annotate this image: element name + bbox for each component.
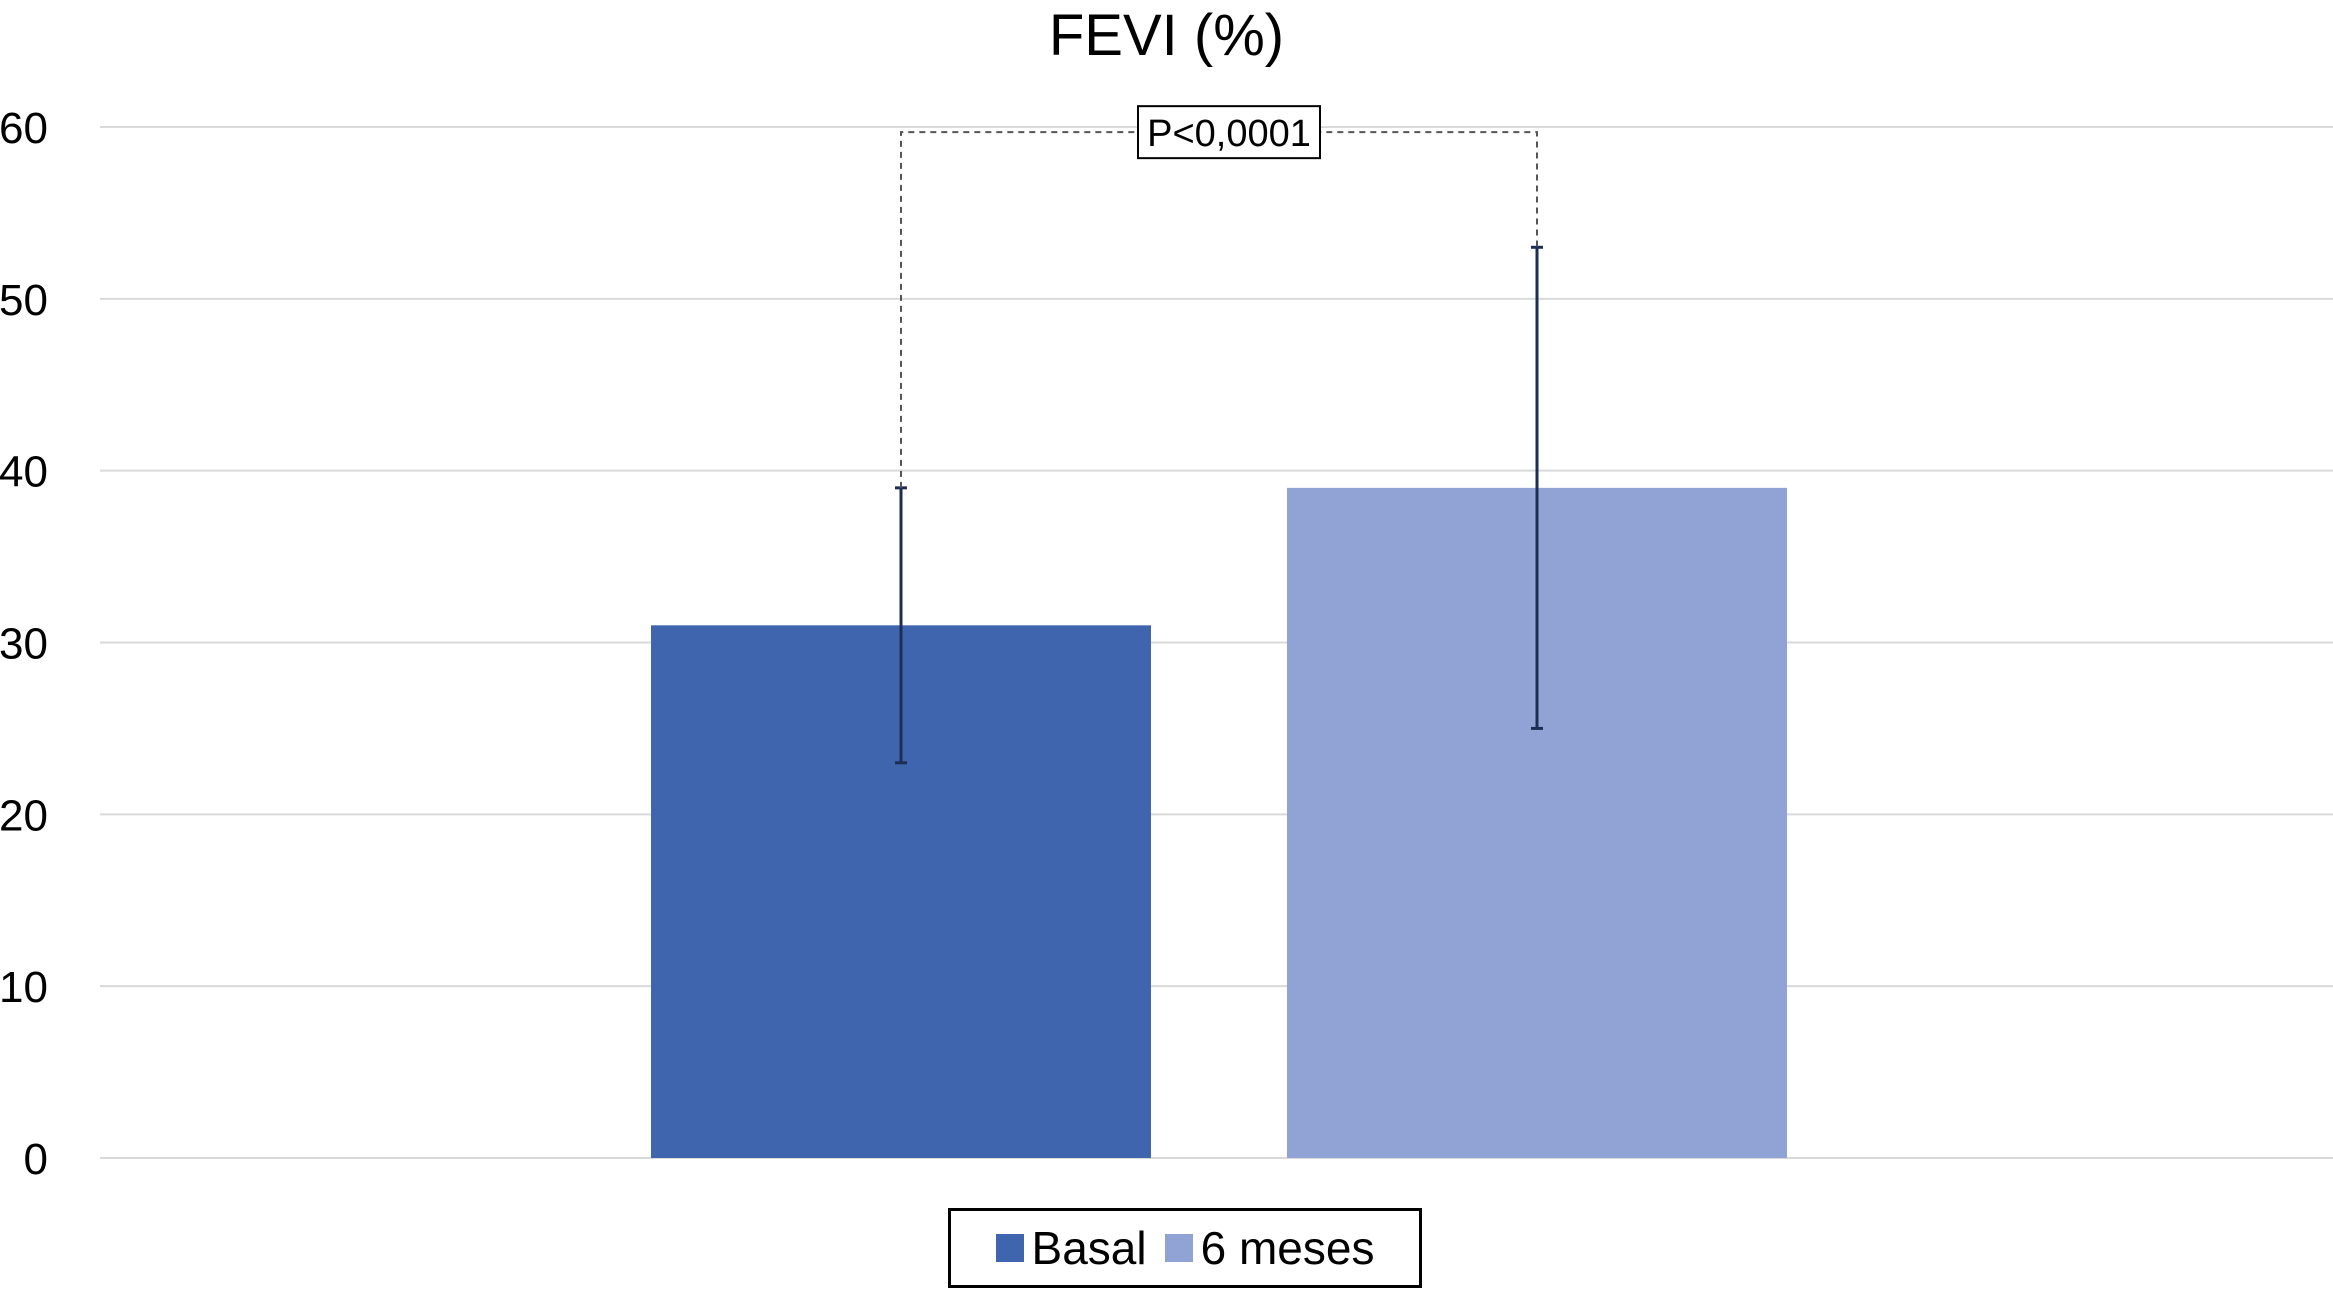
y-tick-label: 0 xyxy=(24,1135,48,1184)
legend-label-6-meses: 6 meses xyxy=(1200,1222,1375,1274)
y-tick-label: 10 xyxy=(0,963,48,1012)
y-tick-label: 50 xyxy=(0,276,48,325)
legend-item-6-meses: 6 meses xyxy=(1164,1221,1375,1275)
y-tick-label: 30 xyxy=(0,620,48,669)
p-value-box xyxy=(1137,105,1321,160)
p-value-label: P<0,0001 xyxy=(1147,113,1311,155)
significance-bracket xyxy=(900,131,1538,488)
legend-label-basal: Basal xyxy=(1031,1222,1147,1274)
y-tick-label: 20 xyxy=(0,791,48,840)
y-tick-label: 40 xyxy=(0,448,48,497)
legend-swatch-basal xyxy=(995,1234,1024,1262)
chart-title: FEVI (%) xyxy=(1048,3,1285,68)
legend-swatch-6-meses xyxy=(1164,1234,1193,1262)
chart-legend: Basal 6 meses xyxy=(948,1208,1422,1288)
y-tick-label: 60 xyxy=(0,104,48,153)
legend-item-basal: Basal xyxy=(995,1221,1147,1275)
